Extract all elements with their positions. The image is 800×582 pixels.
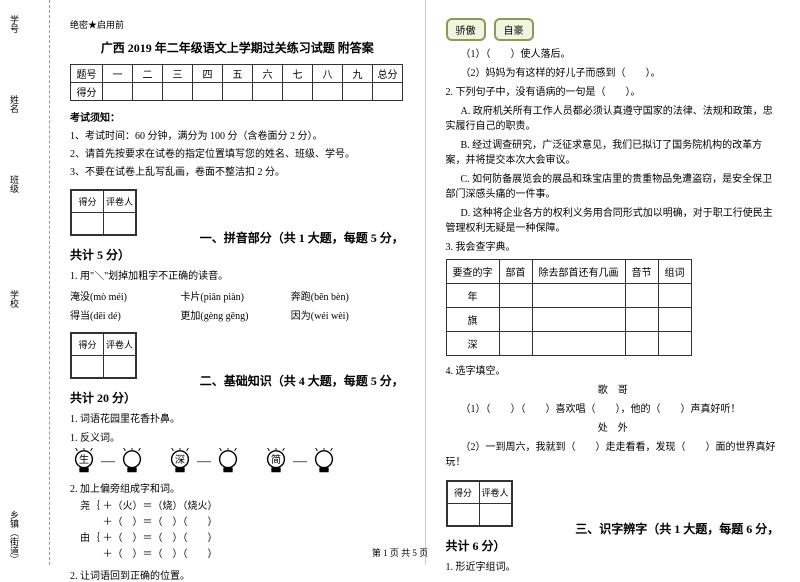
- lightbulb-icon: [310, 448, 338, 476]
- pinyin-list: 淹没(mò méi) 卡片(piān piàn) 奔跑(bēn bèn) 得当(…: [70, 286, 405, 324]
- exam-title: 广西 2019 年二年级语文上学期过关练习试题 附答案: [70, 39, 405, 56]
- question: 1. 用"＼"划掉加粗字不正确的读音。: [70, 267, 405, 282]
- question: 2. 让词语回到正确的位置。: [70, 567, 405, 582]
- word-badge: 骄傲: [446, 18, 486, 41]
- question: 2. 下列句子中，没有语病的一句是（ ）。: [446, 83, 781, 98]
- option: A. 政府机关所有工作人员都必须认真遵守国家的法律、法规和政策，忠实履行自己的职…: [446, 102, 781, 132]
- subquestion: 2. 加上偏旁组成字和词。: [70, 480, 405, 495]
- lightbulb-icon: [118, 448, 146, 476]
- marker-box: 得分评卷人: [446, 480, 513, 527]
- table-row: 深: [446, 332, 691, 356]
- lightbulb-icon: 简: [262, 448, 290, 476]
- word-badge: 自豪: [494, 18, 534, 41]
- table-row: 旗: [446, 308, 691, 332]
- table-row: 得分: [71, 83, 403, 101]
- question: 1. 词语花园里花香扑鼻。: [70, 410, 405, 425]
- right-column: 骄傲 自豪 （1）（ ）使人落后。 （2）妈妈为有这样的好儿子而感到（ ）。 2…: [426, 0, 800, 565]
- option: B. 经过调查研究，广泛征求意见，我们已拟订了国务院机构的改革方案，并将提交本次…: [446, 136, 781, 166]
- lightbulb-icon: 生: [70, 448, 98, 476]
- svg-text:深: 深: [175, 454, 185, 466]
- binding-label: 班级: [8, 175, 21, 193]
- left-column: 绝密★启用前 广西 2019 年二年级语文上学期过关练习试题 附答案 题号 一 …: [50, 0, 426, 565]
- marker-box: 得分评卷人: [70, 332, 137, 379]
- binding-label: 学号: [8, 15, 21, 33]
- svg-text:简: 简: [271, 453, 281, 466]
- question: 3. 我会查字典。: [446, 238, 781, 253]
- option: D. 这种将企业各方的权利义务用合同形式加以明确，对于职工行使民主管理权利无疑是…: [446, 204, 781, 234]
- table-row: 年: [446, 284, 691, 308]
- subquestion: 1. 反义词。: [70, 429, 405, 444]
- dictionary-table: 要查的字 部首 除去部首还有几画 音节 组词 年 旗 深: [446, 259, 692, 356]
- bulb-row: 生 — 深 — 简 —: [70, 448, 405, 476]
- binding-label: 学校: [8, 290, 21, 308]
- marker-box: 得分评卷人: [70, 189, 137, 236]
- herb-boxes: 骄傲 自豪: [446, 18, 781, 41]
- svg-text:生: 生: [79, 453, 89, 466]
- question: 1. 形近字组词。: [446, 558, 781, 573]
- page-footer: 第 1 页 共 5 页: [0, 546, 800, 559]
- lightbulb-icon: 深: [166, 448, 194, 476]
- table-row: 题号 一 二 三 四 五 六 七 八 九 总分: [71, 65, 403, 83]
- option: C. 如何防备展览会的展品和珠宝店里的贵重物品免遭盗窃，是安全保卫部门深感头痛的…: [446, 170, 781, 200]
- secret-label: 绝密★启用前: [70, 18, 405, 31]
- exam-notices: 考试须知： 1、考试时间：60 分钟，满分为 100 分（含卷面分 2 分）。 …: [70, 109, 405, 178]
- binding-area: 学号 姓名 班级 学校 乡镇（街道）: [0, 0, 50, 565]
- binding-label: 姓名: [8, 95, 21, 113]
- question: 4. 选字填空。: [446, 362, 781, 377]
- lightbulb-icon: [214, 448, 242, 476]
- score-table: 题号 一 二 三 四 五 六 七 八 九 总分 得分: [70, 64, 403, 101]
